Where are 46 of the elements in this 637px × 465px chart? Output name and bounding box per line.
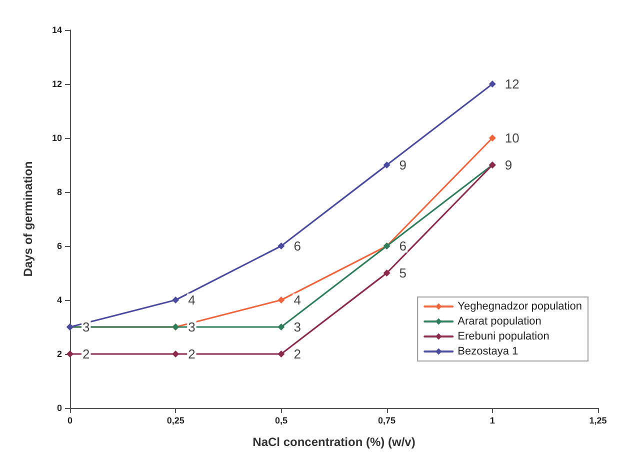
legend-label: Bezostaya 1 [458,346,518,358]
legend-label: Yeghegnadzor population [458,300,582,312]
data-label: 3 [82,320,90,334]
data-label: 6 [294,238,301,254]
point [278,350,285,358]
point [172,350,180,358]
point [488,134,496,142]
legend-label: Erebuni population [458,330,550,342]
data-label: 3 [188,320,196,334]
data-label: 4 [294,292,301,308]
y-axis-title: Days of germination [21,161,35,277]
data-label: 4 [188,292,196,308]
point [278,324,285,330]
y-tick-label: 0 [56,403,62,413]
data-label: 6 [399,238,407,254]
x-tick-label: 0,25 [166,416,184,426]
point [278,242,285,250]
data-label: 10 [504,130,520,146]
point [383,162,390,168]
y-tick-label: 4 [56,295,62,305]
data-label: 2 [82,346,90,362]
legend-label: Ararat population [458,316,542,328]
data-label: 5 [399,266,407,280]
x-axis-title: NaCl concentration (%) (w/v) [252,435,416,449]
x-tick-label: 0 [67,416,73,426]
y-tick-label: 2 [56,349,62,359]
y-tick-label: 8 [56,187,62,197]
y-tick-label: 6 [56,241,62,251]
data-label: 3 [294,320,301,334]
point [383,270,390,276]
data-label: 12 [504,76,520,92]
y-tick-label: 14 [52,25,62,35]
x-tick-label: 0,5 [274,416,288,426]
data-label: 9 [504,158,512,172]
y-tick-label: 10 [52,133,62,143]
point [172,296,180,304]
x-tick-label: 1,25 [589,416,607,426]
data-label: 2 [294,346,301,362]
point [278,296,285,304]
point [488,80,496,88]
data-label: 9 [399,158,407,172]
x-tick-label: 0,75 [378,416,396,426]
data-label: 2 [188,346,196,362]
x-tick-label: 1 [490,416,495,426]
point [66,350,74,358]
y-tick-label: 12 [52,79,62,89]
